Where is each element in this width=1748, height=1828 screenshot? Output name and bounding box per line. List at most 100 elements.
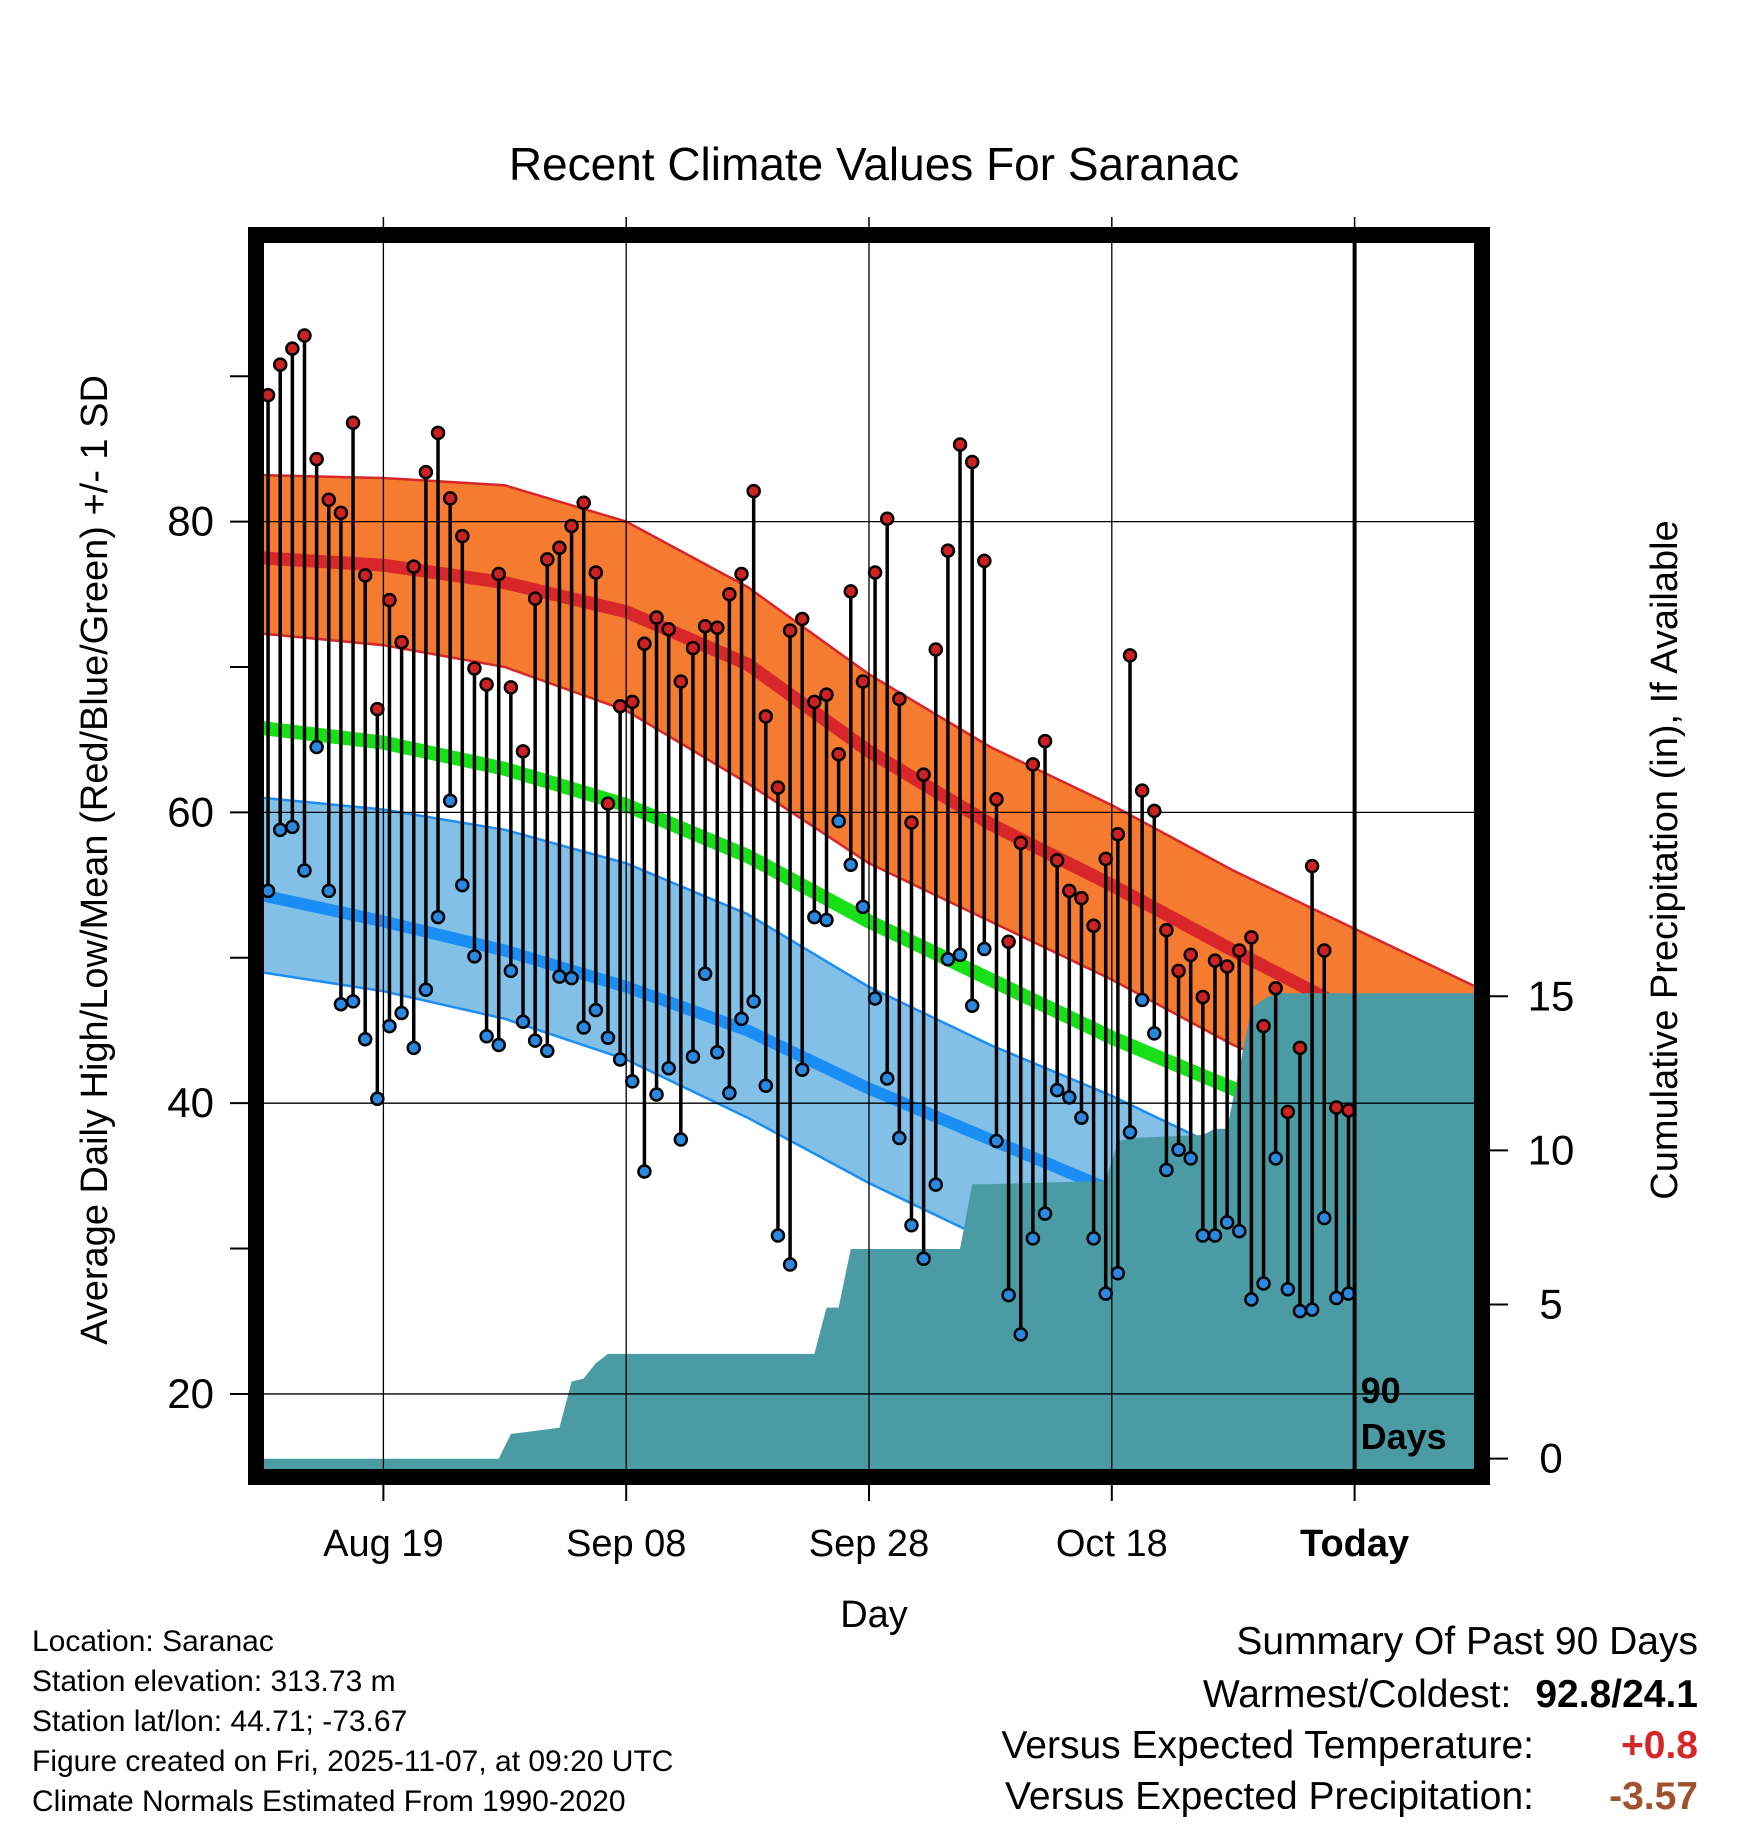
observed-low-point — [1159, 1162, 1174, 1178]
observed-low-point — [952, 947, 968, 963]
y-axis-right-label: Cumulative Precipitation (in), If Availa… — [1644, 520, 1686, 1199]
observed-high-point — [527, 591, 543, 606]
observed-high-point — [1110, 826, 1126, 842]
observed-high-point — [576, 495, 591, 510]
observed-high-point — [1001, 934, 1016, 950]
summary-precip-row: Versus Expected Precipitation: -3.57 — [1001, 1771, 1698, 1822]
observed-high-point — [794, 611, 810, 627]
normals-period-text: Climate Normals Estimated From 1990-2020 — [32, 1785, 626, 1818]
observed-high-point — [1195, 989, 1211, 1005]
observed-high-point — [782, 623, 798, 638]
observed-high-point — [661, 621, 676, 637]
y-axis-left-label: Average Daily High/Low/Mean (Red/Blue/Gr… — [74, 375, 116, 1345]
x-tick-label: Sep 28 — [809, 1523, 929, 1565]
observed-low-point — [370, 1091, 385, 1107]
observed-low-point — [685, 1049, 701, 1064]
observed-low-point — [1232, 1223, 1247, 1239]
observed-high-point — [479, 677, 494, 692]
observed-high-point — [552, 540, 567, 556]
observed-high-point — [1183, 947, 1198, 963]
observed-high-point — [382, 592, 397, 608]
observed-high-point — [1232, 943, 1247, 958]
observed-high-point — [952, 437, 968, 452]
x-tick-label: Sep 08 — [566, 1523, 686, 1565]
observed-high-point — [612, 698, 628, 714]
x-axis-label: Day — [840, 1594, 908, 1636]
observed-low-point — [1062, 1090, 1077, 1105]
observed-low-point — [770, 1228, 786, 1243]
observed-low-point — [1171, 1142, 1186, 1157]
observed-low-point — [491, 1037, 506, 1053]
observed-low-point — [612, 1052, 628, 1067]
observed-high-point — [1219, 959, 1235, 974]
observed-low-point — [285, 819, 300, 835]
observed-low-point — [321, 883, 337, 899]
observed-high-point — [1122, 648, 1138, 663]
observed-high-point — [1268, 981, 1283, 996]
observed-low-point — [625, 1074, 640, 1089]
observed-high-point — [649, 610, 664, 625]
observed-high-point — [1280, 1104, 1296, 1120]
observed-low-point — [782, 1257, 798, 1272]
observed-high-point — [746, 483, 761, 499]
observed-low-point — [503, 963, 519, 979]
observed-low-point — [928, 1177, 944, 1192]
y-left-tick-label: 40 — [167, 1079, 214, 1126]
observed-low-point — [977, 941, 992, 957]
observed-low-point — [867, 991, 883, 1006]
observed-high-point — [1086, 918, 1101, 934]
observed-low-point — [831, 813, 846, 829]
observed-high-point — [442, 491, 458, 506]
observed-low-point — [1219, 1215, 1235, 1230]
observed-high-point — [685, 640, 701, 656]
observed-low-point — [649, 1087, 664, 1102]
observed-high-point — [309, 451, 324, 467]
summary-warmest-label: Warmest/Coldest: — [1202, 1673, 1512, 1716]
observed-low-point — [1110, 1266, 1126, 1281]
chart-title: Recent Climate Values For Saranac — [509, 138, 1239, 190]
observed-high-point — [928, 642, 944, 657]
summary-title: Summary Of Past 90 Days — [1236, 1620, 1698, 1663]
summary-temp-row: Versus Expected Temperature: +0.8 — [1001, 1720, 1698, 1771]
observed-low-point — [1001, 1287, 1016, 1303]
observed-low-point — [430, 909, 446, 925]
observed-low-point — [467, 949, 482, 964]
observed-high-point — [406, 559, 421, 574]
summary-warmest-value: 92.8/24.1 — [1535, 1673, 1698, 1716]
observed-high-point — [831, 746, 846, 762]
observed-high-point — [540, 552, 555, 567]
observed-low-point — [1195, 1228, 1211, 1243]
observed-low-point — [552, 969, 567, 984]
observed-high-point — [467, 661, 482, 676]
observed-low-point — [1074, 1110, 1089, 1125]
observed-low-point — [333, 997, 349, 1012]
observed-high-point — [1049, 853, 1065, 868]
observed-low-point — [697, 966, 713, 982]
observed-low-point — [1147, 1026, 1162, 1041]
observed-high-point — [964, 454, 980, 470]
observed-high-point — [867, 565, 883, 580]
observed-low-point — [576, 1020, 591, 1035]
observed-high-point — [879, 511, 895, 526]
observed-low-point — [637, 1164, 652, 1179]
observed-low-point — [455, 877, 470, 893]
observed-high-point — [1244, 930, 1259, 945]
summary-temp-label: Versus Expected Temperature: — [1001, 1724, 1534, 1767]
summary-panel: Summary Of Past 90 Days Warmest/Coldest:… — [1001, 1615, 1698, 1822]
observed-high-point — [625, 694, 640, 710]
observed-high-point — [357, 568, 373, 583]
observed-low-point — [1329, 1290, 1344, 1306]
observed-low-point — [382, 1018, 397, 1034]
observed-high-point — [333, 505, 349, 521]
observed-low-point — [357, 1031, 373, 1047]
summary-precip-value: -3.57 — [1609, 1775, 1698, 1818]
observed-high-point — [722, 587, 737, 602]
observed-low-point — [1280, 1282, 1296, 1297]
observed-high-point — [600, 796, 616, 811]
observed-high-point — [1159, 922, 1174, 938]
observed-high-point — [1037, 733, 1053, 749]
observed-low-point — [989, 1133, 1004, 1149]
plot-area: 90 Days — [262, 241, 1476, 1471]
y-left-tick-label: 60 — [167, 788, 214, 835]
